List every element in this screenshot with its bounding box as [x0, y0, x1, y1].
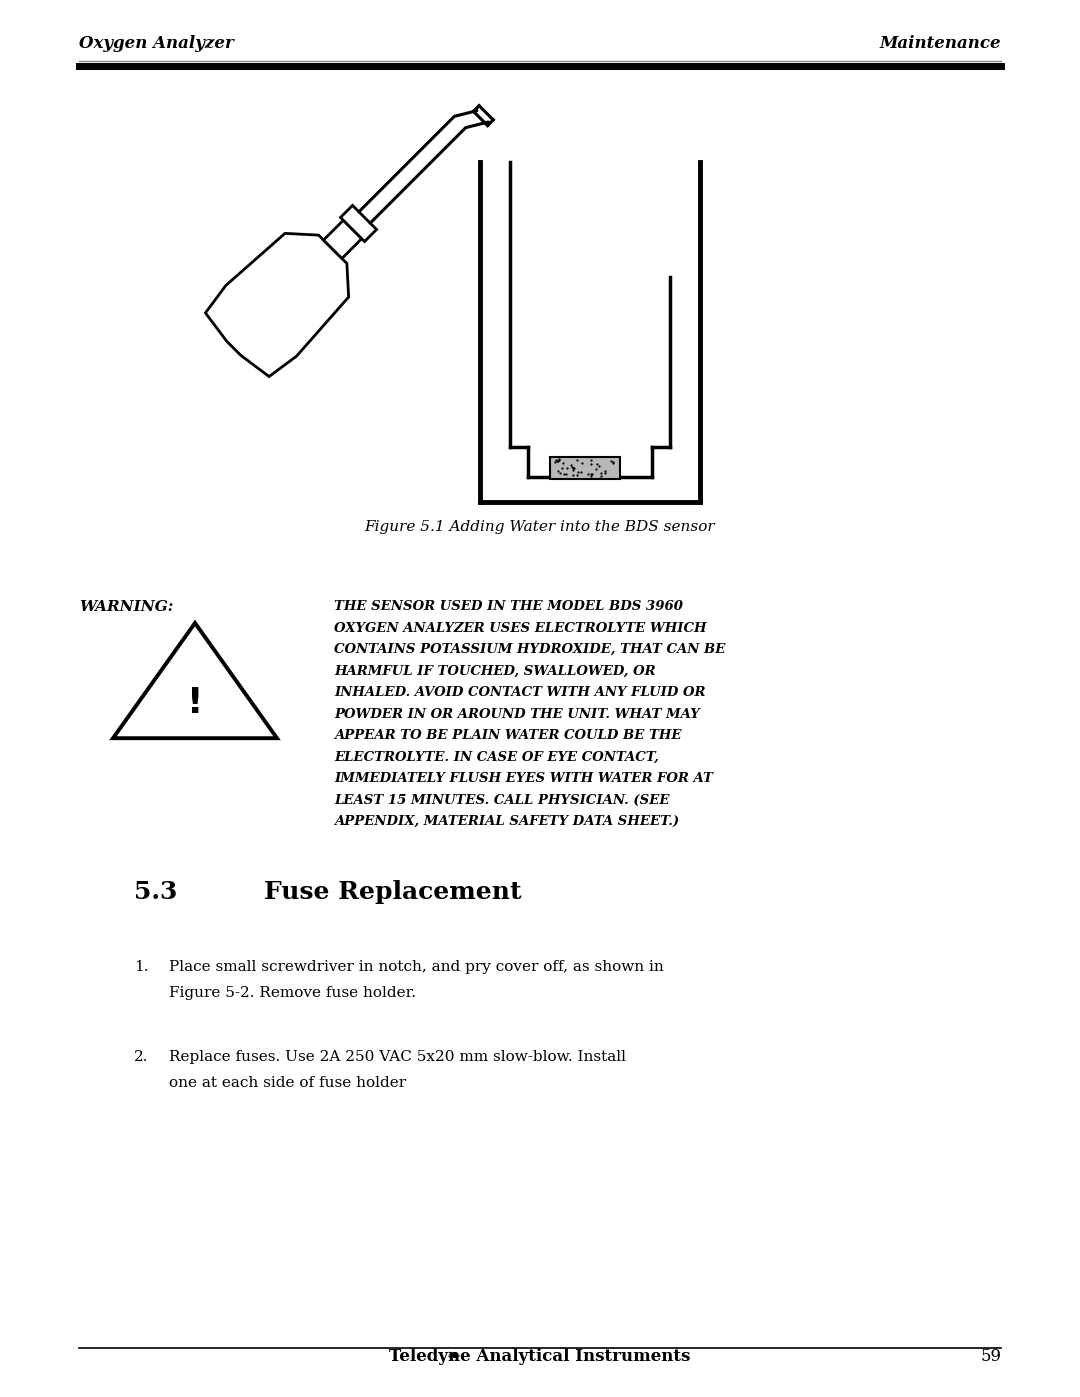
Text: 1.: 1.: [134, 960, 148, 974]
Text: CONTAINS POTASSIUM HYDROXIDE, THAT CAN BE: CONTAINS POTASSIUM HYDROXIDE, THAT CAN B…: [334, 643, 725, 657]
Text: LEAST 15 MINUTES. CALL PHYSICIAN. (SEE: LEAST 15 MINUTES. CALL PHYSICIAN. (SEE: [334, 793, 670, 806]
Text: Replace fuses. Use 2A 250 VAC 5x20 mm slow-blow. Install: Replace fuses. Use 2A 250 VAC 5x20 mm sl…: [168, 1051, 625, 1065]
Text: !: !: [187, 686, 203, 719]
Text: Figure 5.1 Adding Water into the BDS sensor: Figure 5.1 Adding Water into the BDS sen…: [365, 520, 715, 534]
Text: 5.3: 5.3: [134, 880, 177, 904]
Text: HARMFUL IF TOUCHED, SWALLOWED, OR: HARMFUL IF TOUCHED, SWALLOWED, OR: [334, 665, 656, 678]
Text: one at each side of fuse holder: one at each side of fuse holder: [168, 1076, 406, 1090]
Text: ELECTROLYTE. IN CASE OF EYE CONTACT,: ELECTROLYTE. IN CASE OF EYE CONTACT,: [334, 750, 659, 764]
Text: Maintenance: Maintenance: [879, 35, 1001, 52]
Text: 2.: 2.: [134, 1051, 148, 1065]
Text: OXYGEN ANALYZER USES ELECTROLYTE WHICH: OXYGEN ANALYZER USES ELECTROLYTE WHICH: [334, 622, 706, 634]
Polygon shape: [324, 221, 362, 258]
Text: Oxygen Analyzer: Oxygen Analyzer: [79, 35, 233, 52]
Text: Teledyne Analytical Instruments: Teledyne Analytical Instruments: [389, 1348, 691, 1365]
Polygon shape: [340, 205, 377, 242]
Text: 59: 59: [981, 1348, 1001, 1365]
Text: APPENDIX, MATERIAL SAFETY DATA SHEET.): APPENDIX, MATERIAL SAFETY DATA SHEET.): [334, 814, 679, 828]
Text: INHALED. AVOID CONTACT WITH ANY FLUID OR: INHALED. AVOID CONTACT WITH ANY FLUID OR: [334, 686, 705, 698]
Polygon shape: [205, 233, 349, 377]
Text: Place small screwdriver in notch, and pry cover off, as shown in: Place small screwdriver in notch, and pr…: [168, 960, 663, 974]
Polygon shape: [113, 623, 276, 738]
Text: ❧: ❧: [447, 1347, 460, 1365]
Text: Figure 5-2. Remove fuse holder.: Figure 5-2. Remove fuse holder.: [168, 986, 416, 1000]
Text: WARNING:: WARNING:: [79, 599, 173, 615]
Text: Fuse Replacement: Fuse Replacement: [264, 880, 522, 904]
Text: POWDER IN OR AROUND THE UNIT. WHAT MAY: POWDER IN OR AROUND THE UNIT. WHAT MAY: [334, 707, 700, 721]
Text: IMMEDIATELY FLUSH EYES WITH WATER FOR AT: IMMEDIATELY FLUSH EYES WITH WATER FOR AT: [334, 773, 713, 785]
Text: APPEAR TO BE PLAIN WATER COULD BE THE: APPEAR TO BE PLAIN WATER COULD BE THE: [334, 729, 681, 742]
Polygon shape: [550, 457, 620, 479]
Text: THE SENSOR USED IN THE MODEL BDS 3960: THE SENSOR USED IN THE MODEL BDS 3960: [334, 599, 683, 613]
